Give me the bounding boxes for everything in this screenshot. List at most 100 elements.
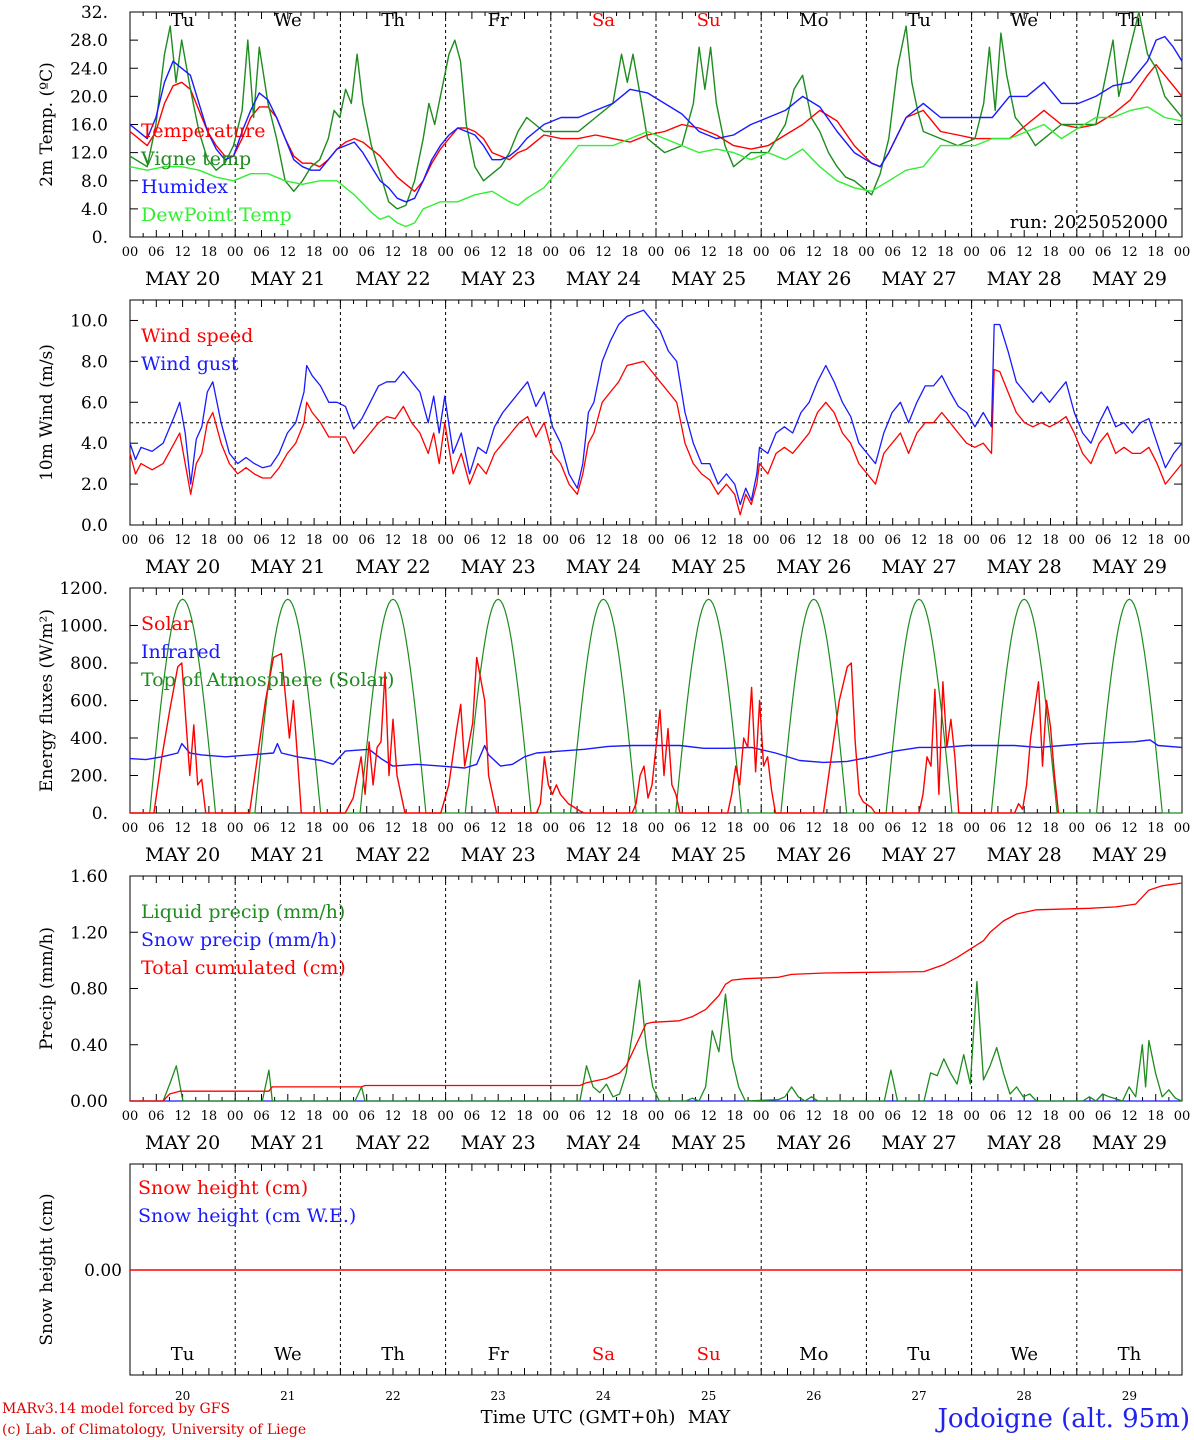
x-hour-label: 12 — [595, 245, 612, 260]
x-hour-label: 12 — [911, 821, 928, 836]
x-hour-label: 06 — [779, 533, 796, 548]
x-hour-label: 06 — [990, 533, 1007, 548]
y-axis-label: 2m Temp. (ºC) — [37, 62, 57, 187]
x-date-label: MAY 20 — [145, 844, 220, 866]
x-hour-label: 18 — [832, 821, 849, 836]
x-hour-label: 18 — [306, 245, 323, 260]
x-date-label: MAY 25 — [671, 268, 746, 290]
x-hour-label: 18 — [516, 1109, 533, 1124]
x-day-number: 29 — [1122, 1389, 1137, 1403]
x-date-label: MAY 20 — [145, 268, 220, 290]
x-hour-label: 06 — [358, 245, 375, 260]
x-date-label: MAY 25 — [671, 1132, 746, 1154]
x-date-label: MAY 21 — [250, 1132, 325, 1154]
legend-entry: Liquid precip (mm/h) — [141, 901, 345, 923]
x-hour-label: 00 — [1174, 245, 1191, 260]
x-hour-label: 12 — [385, 1109, 402, 1124]
station-name: Jodoigne (alt. 95m) — [934, 1404, 1190, 1434]
x-hour-label: 06 — [674, 1109, 691, 1124]
x-hour-label: 00 — [648, 821, 665, 836]
x-hour-label: 06 — [464, 821, 481, 836]
x-hour-label: 00 — [122, 1109, 139, 1124]
x-hour-label: 18 — [937, 1109, 954, 1124]
x-hour-label: 00 — [1069, 821, 1086, 836]
x-hour-label: 18 — [1042, 821, 1059, 836]
series-infrared — [129, 739, 1183, 769]
x-date-label: MAY 22 — [355, 844, 430, 866]
x-hour-label: 12 — [280, 245, 297, 260]
day-of-week-label: We — [1010, 1344, 1038, 1365]
y-tick-label: 0. — [92, 228, 108, 248]
legend-entry: Humidex — [141, 176, 228, 198]
x-hour-label: 18 — [201, 245, 218, 260]
x-hour-label: 12 — [1121, 533, 1138, 548]
x-hour-label: 00 — [227, 821, 244, 836]
y-tick-label: 4.0 — [81, 434, 108, 454]
y-tick-label: 32. — [81, 3, 108, 23]
x-hour-label: 12 — [385, 821, 402, 836]
x-hour-label: 06 — [569, 821, 586, 836]
x-hour-label: 06 — [884, 533, 901, 548]
x-hour-label: 18 — [1042, 245, 1059, 260]
x-date-label: MAY 21 — [250, 556, 325, 578]
x-hour-label: 06 — [148, 245, 165, 260]
x-date-label: MAY 21 — [250, 268, 325, 290]
x-hour-label: 12 — [490, 821, 507, 836]
x-hour-label: 06 — [674, 821, 691, 836]
x-hour-label: 18 — [306, 1109, 323, 1124]
x-date-label: MAY 29 — [1092, 844, 1167, 866]
x-hour-label: 06 — [884, 245, 901, 260]
x-hour-label: 06 — [779, 821, 796, 836]
x-hour-label: 18 — [411, 245, 428, 260]
x-hour-label: 12 — [174, 821, 191, 836]
day-of-week-label: Fr — [488, 1344, 509, 1365]
day-of-week-label: Mo — [799, 1344, 828, 1365]
x-date-label: MAY 28 — [987, 268, 1062, 290]
series-wind-speed — [129, 360, 1183, 516]
x-hour-label: 00 — [332, 533, 349, 548]
legend-entry: Temperature — [141, 120, 265, 142]
x-hour-label: 06 — [884, 1109, 901, 1124]
x-hour-label: 18 — [1042, 1109, 1059, 1124]
x-hour-label: 18 — [621, 821, 638, 836]
y-tick-label: 16.0 — [70, 116, 108, 136]
x-hour-label: 12 — [174, 245, 191, 260]
day-of-week-label: Su — [697, 1344, 721, 1365]
x-hour-label: 00 — [963, 1109, 980, 1124]
x-day-number: 25 — [701, 1389, 716, 1403]
y-tick-label: 1.20 — [70, 923, 108, 943]
x-date-label: MAY 23 — [461, 556, 536, 578]
x-hour-label: 00 — [437, 245, 454, 260]
x-hour-label: 06 — [1095, 821, 1112, 836]
legend-entry: DewPoint Temp — [141, 204, 292, 226]
x-hour-label: 12 — [1016, 533, 1033, 548]
legend-entry: Wind gust — [141, 353, 239, 375]
x-hour-label: 00 — [227, 533, 244, 548]
x-hour-label: 12 — [280, 533, 297, 548]
x-hour-label: 00 — [437, 1109, 454, 1124]
x-hour-label: 06 — [358, 1109, 375, 1124]
x-date-label: MAY 28 — [987, 844, 1062, 866]
x-hour-label: 18 — [411, 1109, 428, 1124]
x-hour-label: 18 — [201, 821, 218, 836]
legend-entry: Infrared — [141, 641, 221, 663]
x-date-label: MAY 26 — [776, 1132, 851, 1154]
y-tick-label: 12.0 — [70, 144, 108, 164]
x-hour-label: 00 — [858, 1109, 875, 1124]
y-axis-label: Snow height (cm) — [37, 1193, 57, 1345]
x-hour-label: 18 — [621, 245, 638, 260]
x-hour-label: 12 — [911, 245, 928, 260]
x-date-label: MAY 22 — [355, 268, 430, 290]
day-of-week-label: Tu — [171, 10, 195, 31]
x-hour-label: 18 — [201, 533, 218, 548]
day-of-week-label: Tu — [907, 1344, 931, 1365]
x-date-label: MAY 29 — [1092, 268, 1167, 290]
y-tick-label: 0.40 — [70, 1036, 108, 1056]
x-hour-label: 00 — [1174, 821, 1191, 836]
x-hour-label: 18 — [937, 245, 954, 260]
x-hour-label: 00 — [753, 1109, 770, 1124]
x-hour-label: 00 — [858, 533, 875, 548]
x-hour-label: 18 — [727, 245, 744, 260]
x-date-label: MAY 29 — [1092, 1132, 1167, 1154]
